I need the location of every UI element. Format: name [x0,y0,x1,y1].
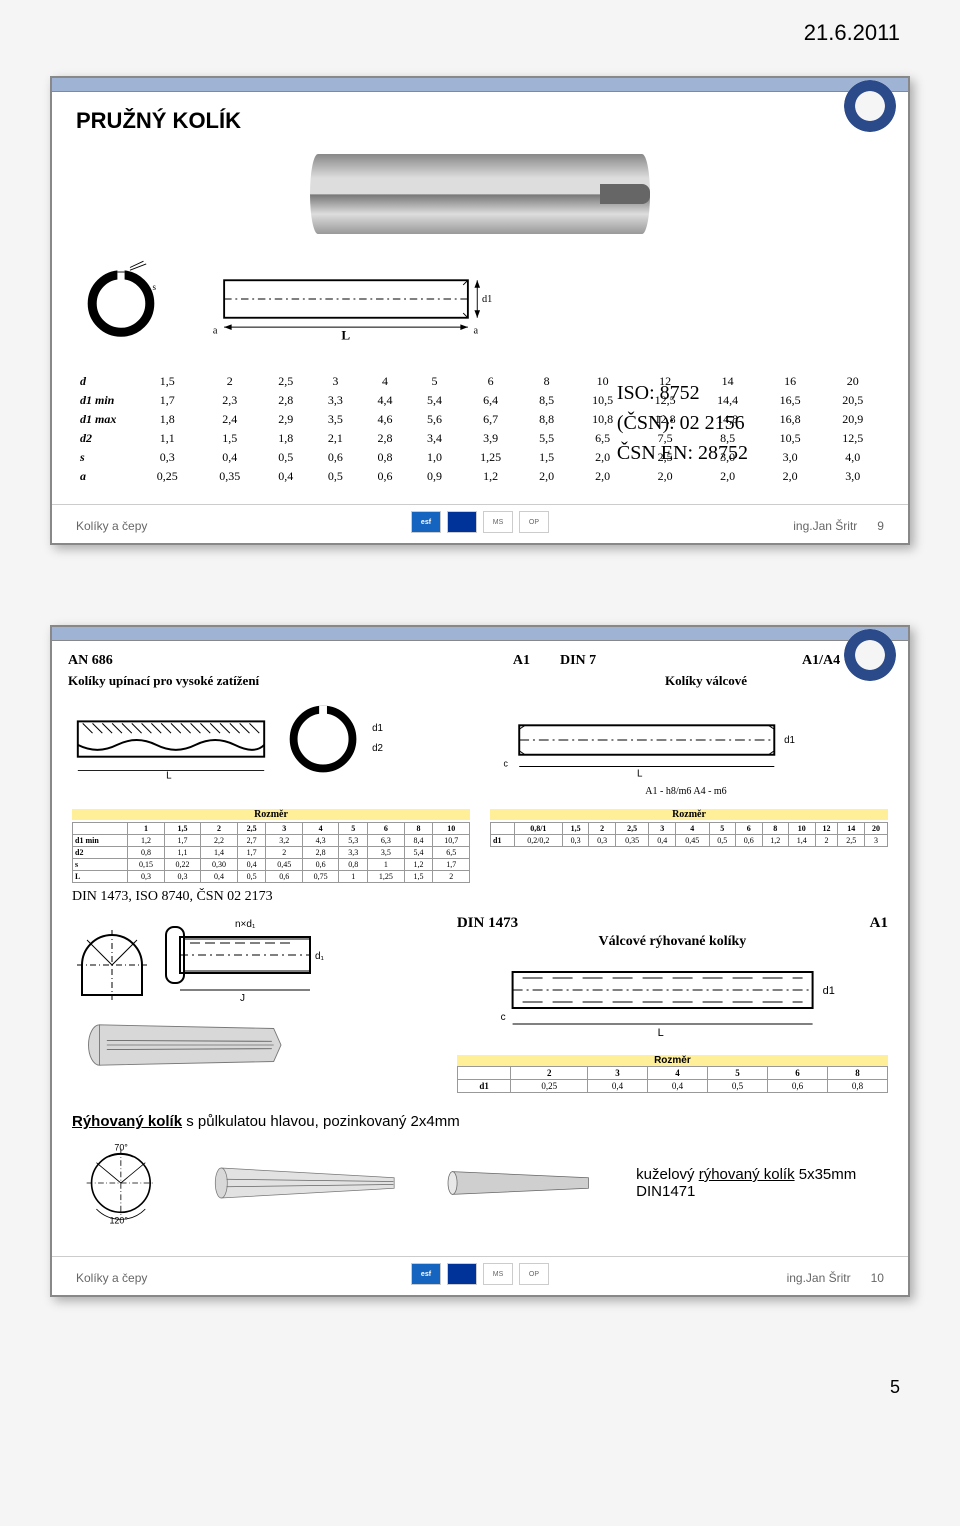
svg-text:L: L [166,770,172,781]
sponsor-eu [447,511,477,533]
footer-sponsors: esf MS OP [345,1263,614,1285]
slide-1: PRUŽNÝ KOLÍK s [50,76,910,545]
page-number: 5 [20,1377,900,1398]
side-view-drawing: L a a d1 [196,254,496,344]
footer-left: Kolíky a čepy [76,1271,345,1285]
grooved-pin-description: Rýhovaný kolík s půlkulatou hlavou, pozi… [58,1101,902,1134]
standards-block: ISO: 8752 (ČSN): 02 2156 ČSN EN: 28752 [617,378,748,468]
side-section-drawing: n×d₁ d₁ J [160,915,330,1005]
slide-number: 9 [877,519,884,533]
lower-left: n×d₁ d₁ J [72,915,437,1093]
svg-text:70°: 70° [114,1142,128,1152]
slide-footer: Kolíky a čepy esf MS OP ing.Jan Šritr 10 [52,1256,908,1295]
spring-pin-photo [310,154,650,234]
sponsor-esf: esf [411,1263,441,1285]
footer-right: ing.Jan Šritr 9 [615,519,884,533]
svg-text:d1: d1 [372,723,383,734]
svg-text:d1: d1 [822,985,834,997]
grooved-pin-link[interactable]: Rýhovaný kolík [72,1113,182,1130]
date-stamp: 21.6.2011 [20,20,900,46]
cone-pin-description: kuželový rýhovaný kolík 5x35mm DIN1471 [636,1166,888,1200]
footer-sponsors: esf MS OP [345,511,614,533]
cone-row: 70° 120° kuželový rýhovaný kolík 5x35mm … [58,1134,902,1238]
slide-footer: Kolíky a čepy esf MS OP ing.Jan Šritr 9 [52,504,908,543]
grade-header: A1 [870,915,888,932]
sub-captions: Kolíky upínací pro vysoké zatížení Kolík… [58,673,902,693]
footer-left: Kolíky a čepy [76,519,345,533]
svg-text:L: L [657,1027,663,1039]
cone-pin-link[interactable]: rýhovaný kolík [699,1166,795,1183]
svg-text:J: J [240,993,245,1004]
cone-side-drawing [210,1138,405,1228]
svg-text:a: a [213,326,218,337]
clamp-pin-drawing: d1 d2 L [68,701,480,797]
grooved-pin-drawing [72,1015,437,1080]
cone-shaded-drawing [445,1138,596,1228]
slide-header [52,78,908,92]
slide-header [52,627,908,641]
svg-text:d1: d1 [482,294,492,305]
grooved-cyl-drawing: d1 L c [457,950,888,1045]
svg-text:d1: d1 [784,735,795,746]
sponsor-msmt: MS [483,1263,513,1285]
cylindrical-pin-drawing: L d1 c A1 - h8/m6 A4 - m6 [480,701,892,797]
sponsor-msmt: MS [483,511,513,533]
svg-text:L: L [341,327,350,342]
rozm-table: Rozměr 234568d10,250,40,40,50,60,8 [457,1055,888,1093]
grade-a1: A1 [440,653,530,669]
din1473-header: DIN 1473 [457,915,518,932]
slide-title: PRUŽNÝ KOLÍK [76,108,884,134]
dual-header: AN 686 A1 DIN 7 A1/A4 [58,649,902,673]
mini-table-right: Rozměr 0,8/11,522,53456810121420d10,2/0,… [490,809,888,883]
material-caption: A1 - h8/m6 A4 - m6 [480,786,892,797]
std-an686: AN 686 [68,653,168,669]
sponsor-op: OP [519,1263,549,1285]
sponsor-eu [447,1263,477,1285]
sponsor-op: OP [519,511,549,533]
svg-text:L: L [637,768,643,779]
lower-right: DIN 1473 A1 Válcové rýhované kolíky d1 L… [457,915,888,1093]
svg-text:d₁: d₁ [315,951,325,962]
slide-number: 10 [871,1271,884,1285]
svg-text:c: c [504,759,509,769]
svg-text:c: c [500,1012,505,1023]
caption-left: Kolíky upínací pro vysoké zatížení [68,673,259,688]
cone-cross-drawing: 70° 120° [72,1138,170,1228]
svg-text:s: s [153,282,157,292]
footer-right: ing.Jan Šritr 10 [615,1271,884,1285]
csnen-line: ČSN EN: 28752 [617,438,748,468]
cross-section-drawing: s [76,254,166,344]
schematic-row: s L a a d1 [76,254,884,344]
csn-line: (ČSN): 02 2156 [617,408,748,438]
sponsor-esf: esf [411,511,441,533]
std-din7: DIN 7 [530,653,802,669]
head-section-drawing [72,915,152,1005]
dimension-table: d1,522,5345681012141620d1 min1,72,32,83,… [76,372,884,486]
iso-line: ISO: 8752 [617,378,748,408]
caption-right: Kolíky válcové [665,673,747,688]
right-sub-caption: Válcové rýhované kolíky [457,934,888,950]
dual-diagrams: d1 d2 L L d1 c [58,693,902,805]
mini-tables: Rozměr 11,522,53456810d1 min1,21,72,22,7… [58,805,902,887]
lower-block: n×d₁ d₁ J [58,907,902,1101]
school-logo [844,629,896,681]
svg-text:120°: 120° [109,1216,128,1226]
svg-text:d2: d2 [372,743,383,754]
din1473-label: DIN 1473, ISO 8740, ČSN 02 2173 [58,887,902,907]
school-logo [844,80,896,132]
slide-2: AN 686 A1 DIN 7 A1/A4 Kolíky upínací pro… [50,625,910,1297]
mini-table-left: Rozměr 11,522,53456810d1 min1,21,72,22,7… [72,809,470,883]
svg-text:n×d₁: n×d₁ [235,919,256,930]
svg-text:a: a [474,326,479,337]
